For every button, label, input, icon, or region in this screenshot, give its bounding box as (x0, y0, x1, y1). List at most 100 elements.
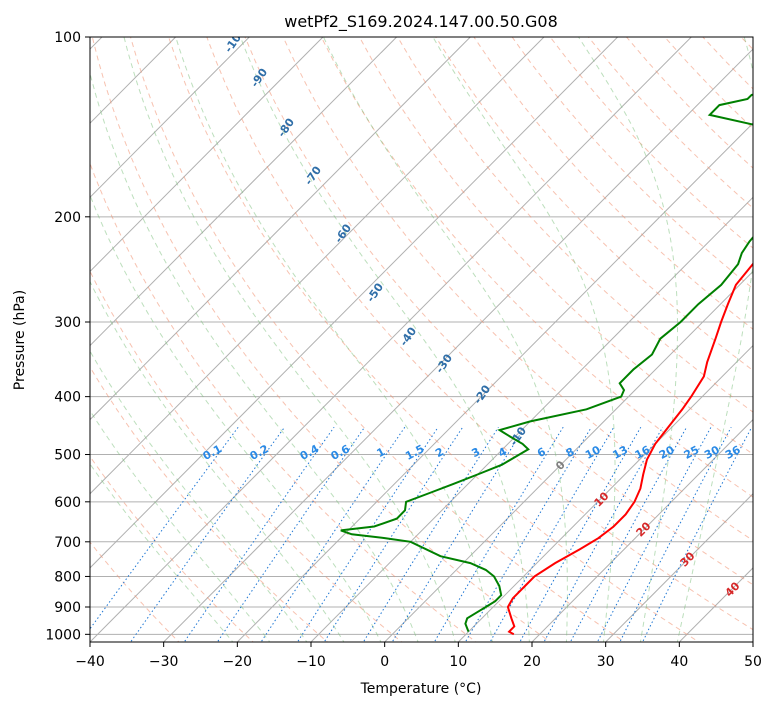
y-tick-label: 900 (54, 600, 81, 616)
dry-adiabat-line (244, 37, 753, 586)
x-tick-label: −40 (75, 654, 105, 670)
dry-adiabat-line (90, 455, 254, 642)
isotherm-line (90, 37, 250, 198)
dry-adiabat-line (397, 37, 753, 413)
moist-adiabat-line (123, 37, 456, 642)
mixing-ratio-label: 20 (657, 443, 677, 462)
mixing-ratio-label: 3 (469, 445, 482, 460)
moist-adiabat-line (175, 37, 493, 642)
mixing-ratio-line (543, 426, 664, 642)
mixing-ratio-line (519, 426, 642, 642)
x-tick-label: 0 (380, 654, 389, 670)
dry-adiabat-line (740, 37, 753, 50)
dry-adiabat-line (702, 37, 753, 90)
y-tick-label: 500 (54, 448, 81, 464)
dry-adiabat-line (320, 37, 753, 498)
mixing-ratio-label: 0.6 (329, 442, 353, 463)
mixing-ratio-label: 1.5 (403, 442, 426, 463)
grid-layer (90, 37, 753, 642)
mixing-ratio-label: 30 (702, 443, 722, 462)
mixing-ratio-label: 6 (535, 445, 548, 460)
mixing-ratio-line (464, 426, 592, 642)
x-tick-label: −20 (223, 654, 253, 670)
mixing-ratio-line (129, 426, 286, 642)
background-labels: 0.1 0.2 0.4 0.6 1 1.5 2 3 4 6 8 10 13 16 20 25 30 36-100-… (201, 37, 743, 600)
isotherm-line (752, 641, 753, 642)
isotherm-line (678, 567, 753, 642)
dry-adiabat-line (206, 37, 753, 631)
isotherm-line (90, 37, 324, 273)
background-lines (90, 37, 753, 642)
moist-adiabat-label: -30 (433, 352, 455, 376)
moist-adiabat-line (90, 71, 419, 642)
mixing-ratio-label: 2 (433, 445, 446, 460)
x-axis-label: Temperature (°C) (360, 681, 482, 697)
chart-title: wetPf2_S169.2024.147.00.50.G08 (284, 12, 558, 32)
isotherm-line (531, 418, 753, 642)
y-axis-label: Pressure (hPa) (12, 290, 28, 390)
dry-adiabat-line (511, 37, 753, 290)
dry-adiabat-label: 40 (723, 579, 743, 599)
y-tick-label: 400 (54, 390, 81, 406)
x-ticks: −40 −30 −20 −10 0 10 20 30 40 50 (75, 642, 762, 670)
isotherm-line (90, 37, 618, 569)
mixing-ratio-line (596, 426, 712, 642)
isotherm-line (605, 493, 753, 642)
isotherm-line (90, 37, 692, 642)
isotherm-line (384, 270, 753, 642)
mixing-ratio-label: 4 (496, 445, 509, 460)
dry-adiabat-line (91, 37, 552, 642)
moist-adiabat-label: -80 (275, 116, 297, 140)
mixing-ratio-line (489, 426, 615, 642)
y-tick-label: 700 (54, 535, 81, 551)
x-tick-label: 30 (597, 654, 615, 670)
dry-adiabat-line (282, 37, 753, 542)
mixing-ratio-line (90, 426, 239, 630)
mixing-ratio-label: 25 (682, 443, 702, 462)
y-tick-label: 100 (54, 30, 81, 46)
x-tick-label: 50 (744, 654, 762, 670)
mixing-ratio-label: 8 (564, 445, 577, 460)
x-tick-label: 10 (449, 654, 467, 670)
mixing-ratio-label: 0.2 (248, 442, 271, 463)
isotherm-line (90, 37, 397, 347)
dry-adiabat-line (435, 37, 753, 372)
moist-adiabat-line (90, 193, 382, 642)
mixing-ratio-line (216, 426, 366, 642)
dry-adiabat-label: 10 (592, 489, 612, 509)
dry-adiabat-line (90, 366, 329, 642)
dewpoint-profile-line (340, 93, 753, 633)
dry-adiabat-line (130, 37, 626, 642)
mixing-ratio-line (569, 426, 688, 642)
series-layer (340, 93, 753, 636)
moist-adiabat-label: -70 (302, 164, 324, 188)
y-tick-label: 600 (54, 495, 81, 511)
y-ticks: 100 200 300 400 500 600 700 800 900 1000 (45, 30, 90, 643)
plot-frame (89, 36, 754, 643)
mixing-ratio-label: 13 (610, 443, 630, 462)
moist-adiabat-line (239, 37, 530, 642)
moist-adiabat-line (432, 37, 616, 642)
mixing-ratio-line (183, 426, 335, 642)
dry-adiabat-line (90, 541, 180, 642)
mixing-ratio-line (642, 426, 753, 642)
y-tick-label: 800 (54, 569, 81, 585)
moist-adiabat-line (90, 280, 345, 642)
isotherm-line (236, 122, 753, 642)
mixing-ratio-label: 10 (583, 443, 603, 462)
mixing-ratio-label: 0.1 (201, 442, 224, 463)
isotherm-line (90, 37, 471, 421)
mixing-ratio-line (433, 426, 564, 642)
x-tick-label: −10 (296, 654, 326, 670)
temperature-profile-line (506, 262, 753, 636)
y-tick-label: 300 (54, 315, 81, 331)
mixing-ratio-label: 1 (375, 445, 388, 460)
x-tick-label: −30 (149, 654, 179, 670)
y-tick-label: 200 (54, 210, 81, 226)
mixing-ratio-label: 0.4 (298, 442, 322, 463)
mixing-ratio-label: 36 (723, 443, 743, 462)
moist-adiabat-line (322, 37, 568, 642)
moist-adiabat-line (90, 463, 234, 642)
moist-adiabat-line (577, 37, 678, 642)
mixing-ratio-line (391, 426, 526, 642)
